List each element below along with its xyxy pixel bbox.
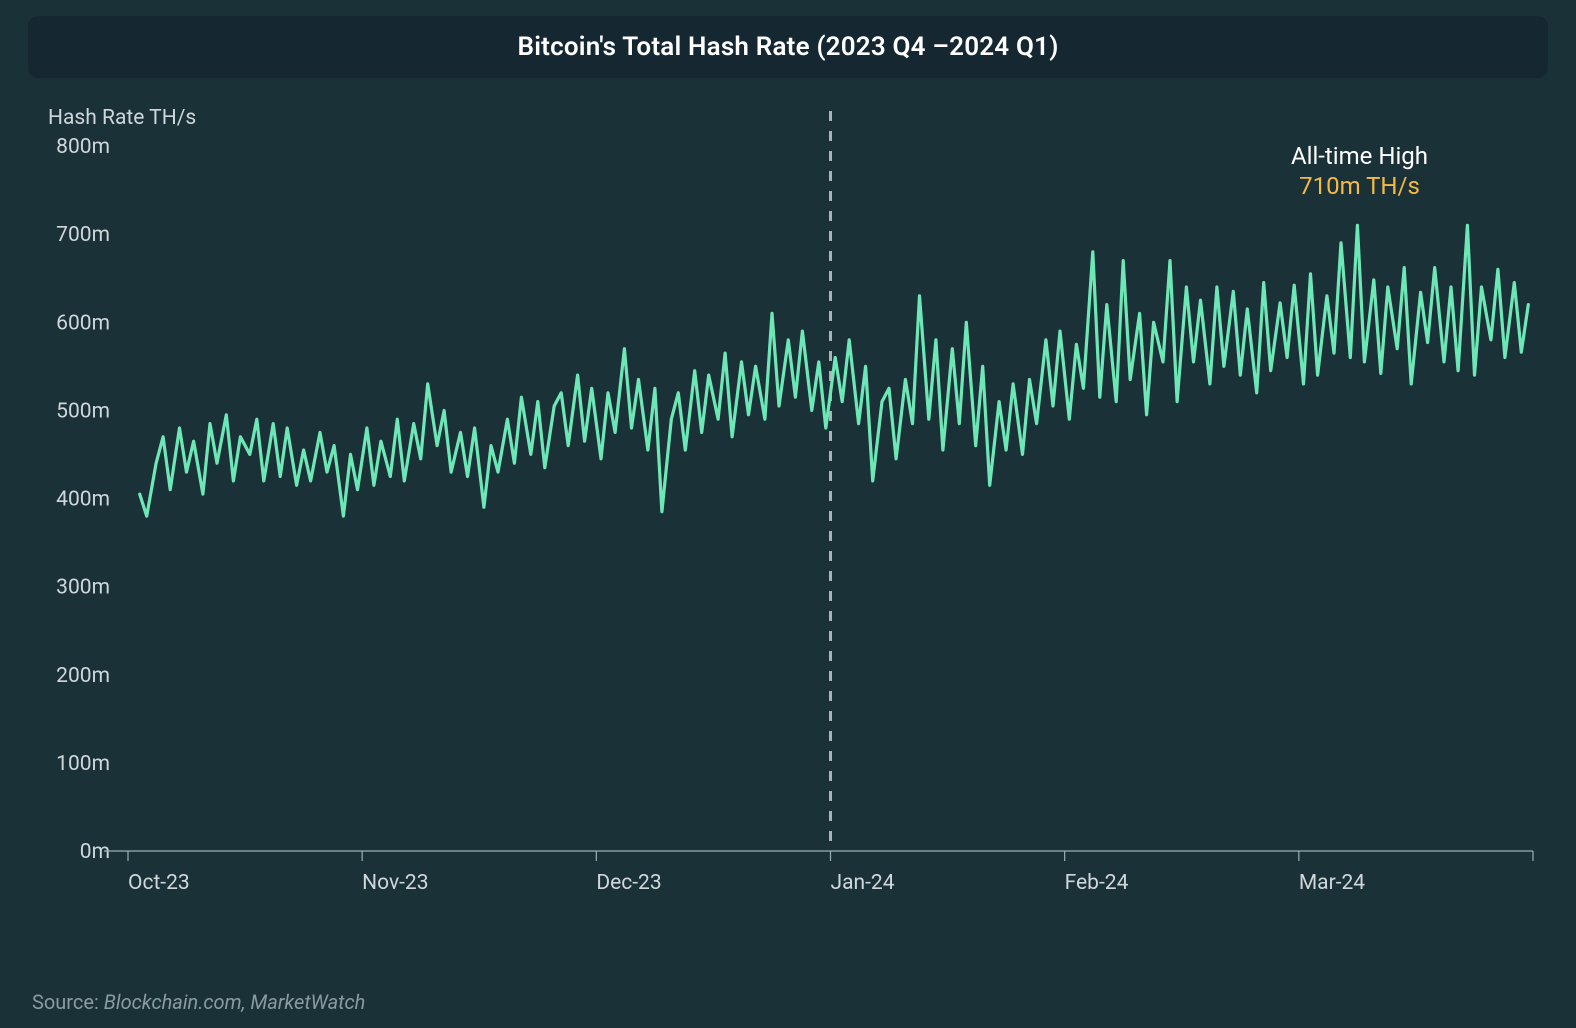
svg-text:Nov-23: Nov-23	[362, 871, 428, 895]
svg-text:400m: 400m	[56, 488, 110, 512]
annotation-line2: 710m TH/s	[1291, 172, 1428, 200]
y-axis-label: Hash Rate TH/s	[48, 106, 196, 130]
svg-text:100m: 100m	[56, 752, 110, 776]
svg-text:Dec-23: Dec-23	[596, 871, 661, 895]
svg-text:800m: 800m	[56, 135, 110, 159]
source-italic: Blockchain.com, MarketWatch	[104, 990, 366, 1014]
svg-text:600m: 600m	[56, 311, 110, 335]
svg-text:Jan-24: Jan-24	[831, 871, 895, 895]
svg-text:500m: 500m	[56, 399, 110, 423]
chart-frame: Bitcoin's Total Hash Rate (2023 Q4 –2024…	[0, 0, 1576, 1028]
svg-text:Mar-24: Mar-24	[1299, 871, 1365, 895]
svg-text:Oct-23: Oct-23	[128, 871, 190, 895]
chart-area: Hash Rate TH/s All-time High 710m TH/s 0…	[28, 106, 1548, 936]
chart-title: Bitcoin's Total Hash Rate (2023 Q4 –2024…	[517, 32, 1058, 62]
chart-svg: 0m 100m 200m 300m 400m 500m 600m 700m 800m Oct-23…	[28, 106, 1548, 936]
annotation: All-time High 710m TH/s	[1291, 142, 1428, 200]
svg-text:0m: 0m	[80, 840, 110, 864]
source-text: Source: Blockchain.com, MarketWatch	[32, 990, 365, 1014]
title-bar: Bitcoin's Total Hash Rate (2023 Q4 –2024…	[28, 16, 1548, 78]
svg-text:700m: 700m	[56, 223, 110, 247]
svg-text:300m: 300m	[56, 576, 110, 600]
annotation-line1: All-time High	[1291, 142, 1428, 170]
svg-text:Feb-24: Feb-24	[1065, 871, 1129, 895]
source-prefix: Source:	[32, 990, 104, 1014]
svg-text:200m: 200m	[56, 664, 110, 688]
